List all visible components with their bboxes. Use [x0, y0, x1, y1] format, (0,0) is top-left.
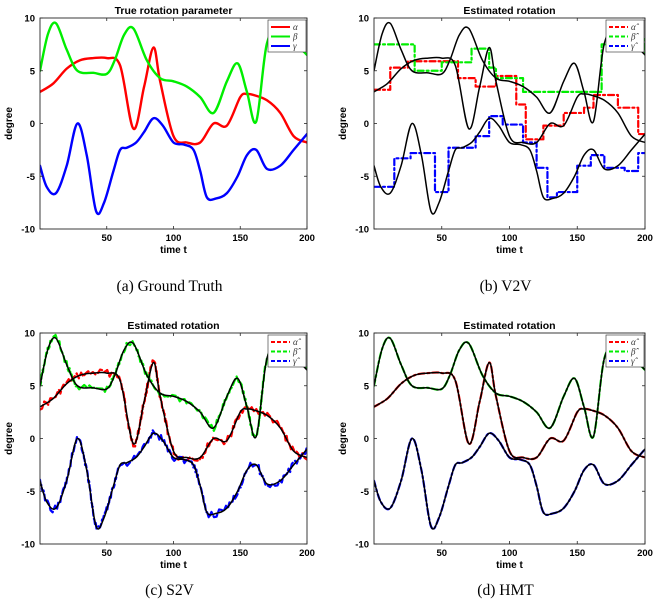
legend-label: α̂: [631, 22, 640, 32]
legend-label: β̂: [630, 347, 639, 357]
series-line-gamma: [374, 115, 645, 199]
series-group: [40, 21, 307, 216]
chart-panel-d: Estimated rotation -10 -5 0 5 10 50 100 150 200 ti…: [338, 320, 653, 599]
x-tick-label: 100: [502, 548, 518, 559]
x-tick-label: 200: [637, 548, 653, 559]
series-line-truth: [40, 361, 307, 460]
x-tick-label: 200: [637, 233, 653, 244]
chart-title: Estimated rotation: [127, 320, 219, 332]
chart-title: Estimated rotation: [463, 5, 555, 17]
y-tick-label: -10: [355, 540, 369, 551]
series-line-gamma: [40, 429, 307, 530]
series-line-truth: [40, 336, 307, 439]
legend-label: γ: [293, 41, 297, 51]
legend-label: α: [293, 22, 298, 32]
series-line-truth: [40, 432, 307, 530]
x-tick-label: 100: [502, 233, 518, 244]
legend: α̂β̂γ̂: [605, 334, 645, 368]
y-tick-label: 0: [30, 119, 35, 130]
chart-title: True rotation parameter: [115, 5, 233, 17]
series-line-beta: [40, 21, 307, 125]
legend: α̂β̂γ̂: [267, 334, 307, 368]
y-tick-label: 5: [364, 381, 370, 392]
y-tick-label: 0: [364, 119, 369, 130]
series-line-truth: [374, 46, 645, 145]
x-tick-label: 100: [166, 233, 182, 244]
plot-frame: [39, 17, 308, 230]
legend-label: β: [292, 32, 298, 42]
legend-label: β̂: [630, 32, 639, 42]
panel-caption: (c) S2V: [145, 582, 194, 599]
y-tick-label: 0: [30, 434, 35, 445]
series-group: [374, 21, 645, 215]
legend-label: α̂: [293, 337, 302, 347]
series-line-truth: [374, 117, 645, 215]
x-axis-label: time t: [160, 560, 187, 571]
x-tick-label: 150: [569, 548, 585, 559]
series-line-beta: [374, 38, 645, 93]
y-tick-label: -10: [21, 225, 35, 236]
series-group: [374, 336, 645, 531]
y-axis-label: degree: [4, 422, 15, 455]
x-tick-label: 50: [101, 548, 112, 559]
x-axis-label: time t: [496, 560, 523, 571]
x-tick-label: 200: [299, 233, 315, 244]
chart-panel-c: Estimated rotation -10 -5 0 5 10 50 100 150 200 ti…: [4, 320, 315, 599]
series-line-truth: [374, 21, 645, 124]
y-tick-label: 10: [24, 329, 35, 340]
y-tick-label: -5: [361, 487, 370, 498]
y-axis-label: degree: [338, 422, 349, 455]
plot-frame: [373, 332, 646, 545]
series-line-truth: [374, 361, 645, 460]
y-tick-label: -5: [361, 172, 370, 183]
x-tick-label: 50: [436, 548, 447, 559]
panel-caption: (b) V2V: [480, 278, 533, 295]
y-tick-label: 10: [24, 14, 35, 25]
panel-caption: (a) Ground Truth: [117, 278, 223, 295]
series-line-alpha: [40, 46, 307, 146]
chart-panel-a: True rotation parameter -10 -5 0 5 10 50 100 150…: [4, 5, 315, 295]
x-axis-label: time t: [160, 245, 187, 256]
legend-label: β̂: [292, 347, 301, 357]
legend-label: α̂: [631, 337, 640, 347]
series-line-truth: [374, 432, 645, 530]
y-tick-label: 0: [364, 434, 369, 445]
x-tick-label: 100: [166, 548, 182, 559]
y-tick-label: -5: [27, 172, 36, 183]
legend: αβγ: [267, 19, 307, 53]
y-tick-label: 10: [358, 14, 369, 25]
series-line-gamma: [374, 431, 645, 531]
series-line-gamma: [40, 116, 307, 216]
series-line-alpha: [374, 60, 645, 141]
chart-title: Estimated rotation: [463, 320, 555, 332]
x-tick-label: 150: [569, 233, 585, 244]
y-axis-label: degree: [338, 107, 349, 140]
y-axis-label: degree: [4, 107, 15, 140]
legend: α̂β̂γ̂: [605, 19, 645, 53]
series-line-truth: [374, 336, 645, 439]
series-line-beta: [40, 333, 307, 437]
x-tick-label: 200: [299, 548, 315, 559]
x-tick-label: 150: [232, 548, 248, 559]
series-group: [40, 333, 307, 530]
y-tick-label: 5: [30, 66, 36, 77]
y-tick-label: -10: [21, 540, 35, 551]
x-tick-label: 50: [436, 233, 447, 244]
x-tick-label: 50: [101, 233, 112, 244]
panel-caption: (d) HMT: [477, 582, 534, 599]
x-tick-label: 150: [232, 233, 248, 244]
chart-panel-b: Estimated rotation -10 -5 0 5 10 50 100 150 200 ti…: [338, 5, 653, 295]
y-tick-label: 10: [358, 329, 369, 340]
y-tick-label: -5: [27, 487, 36, 498]
y-tick-label: -10: [355, 225, 369, 236]
series-line-alpha: [374, 361, 645, 461]
y-tick-label: 5: [364, 66, 370, 77]
y-tick-label: 5: [30, 381, 36, 392]
x-axis-label: time t: [496, 245, 523, 256]
